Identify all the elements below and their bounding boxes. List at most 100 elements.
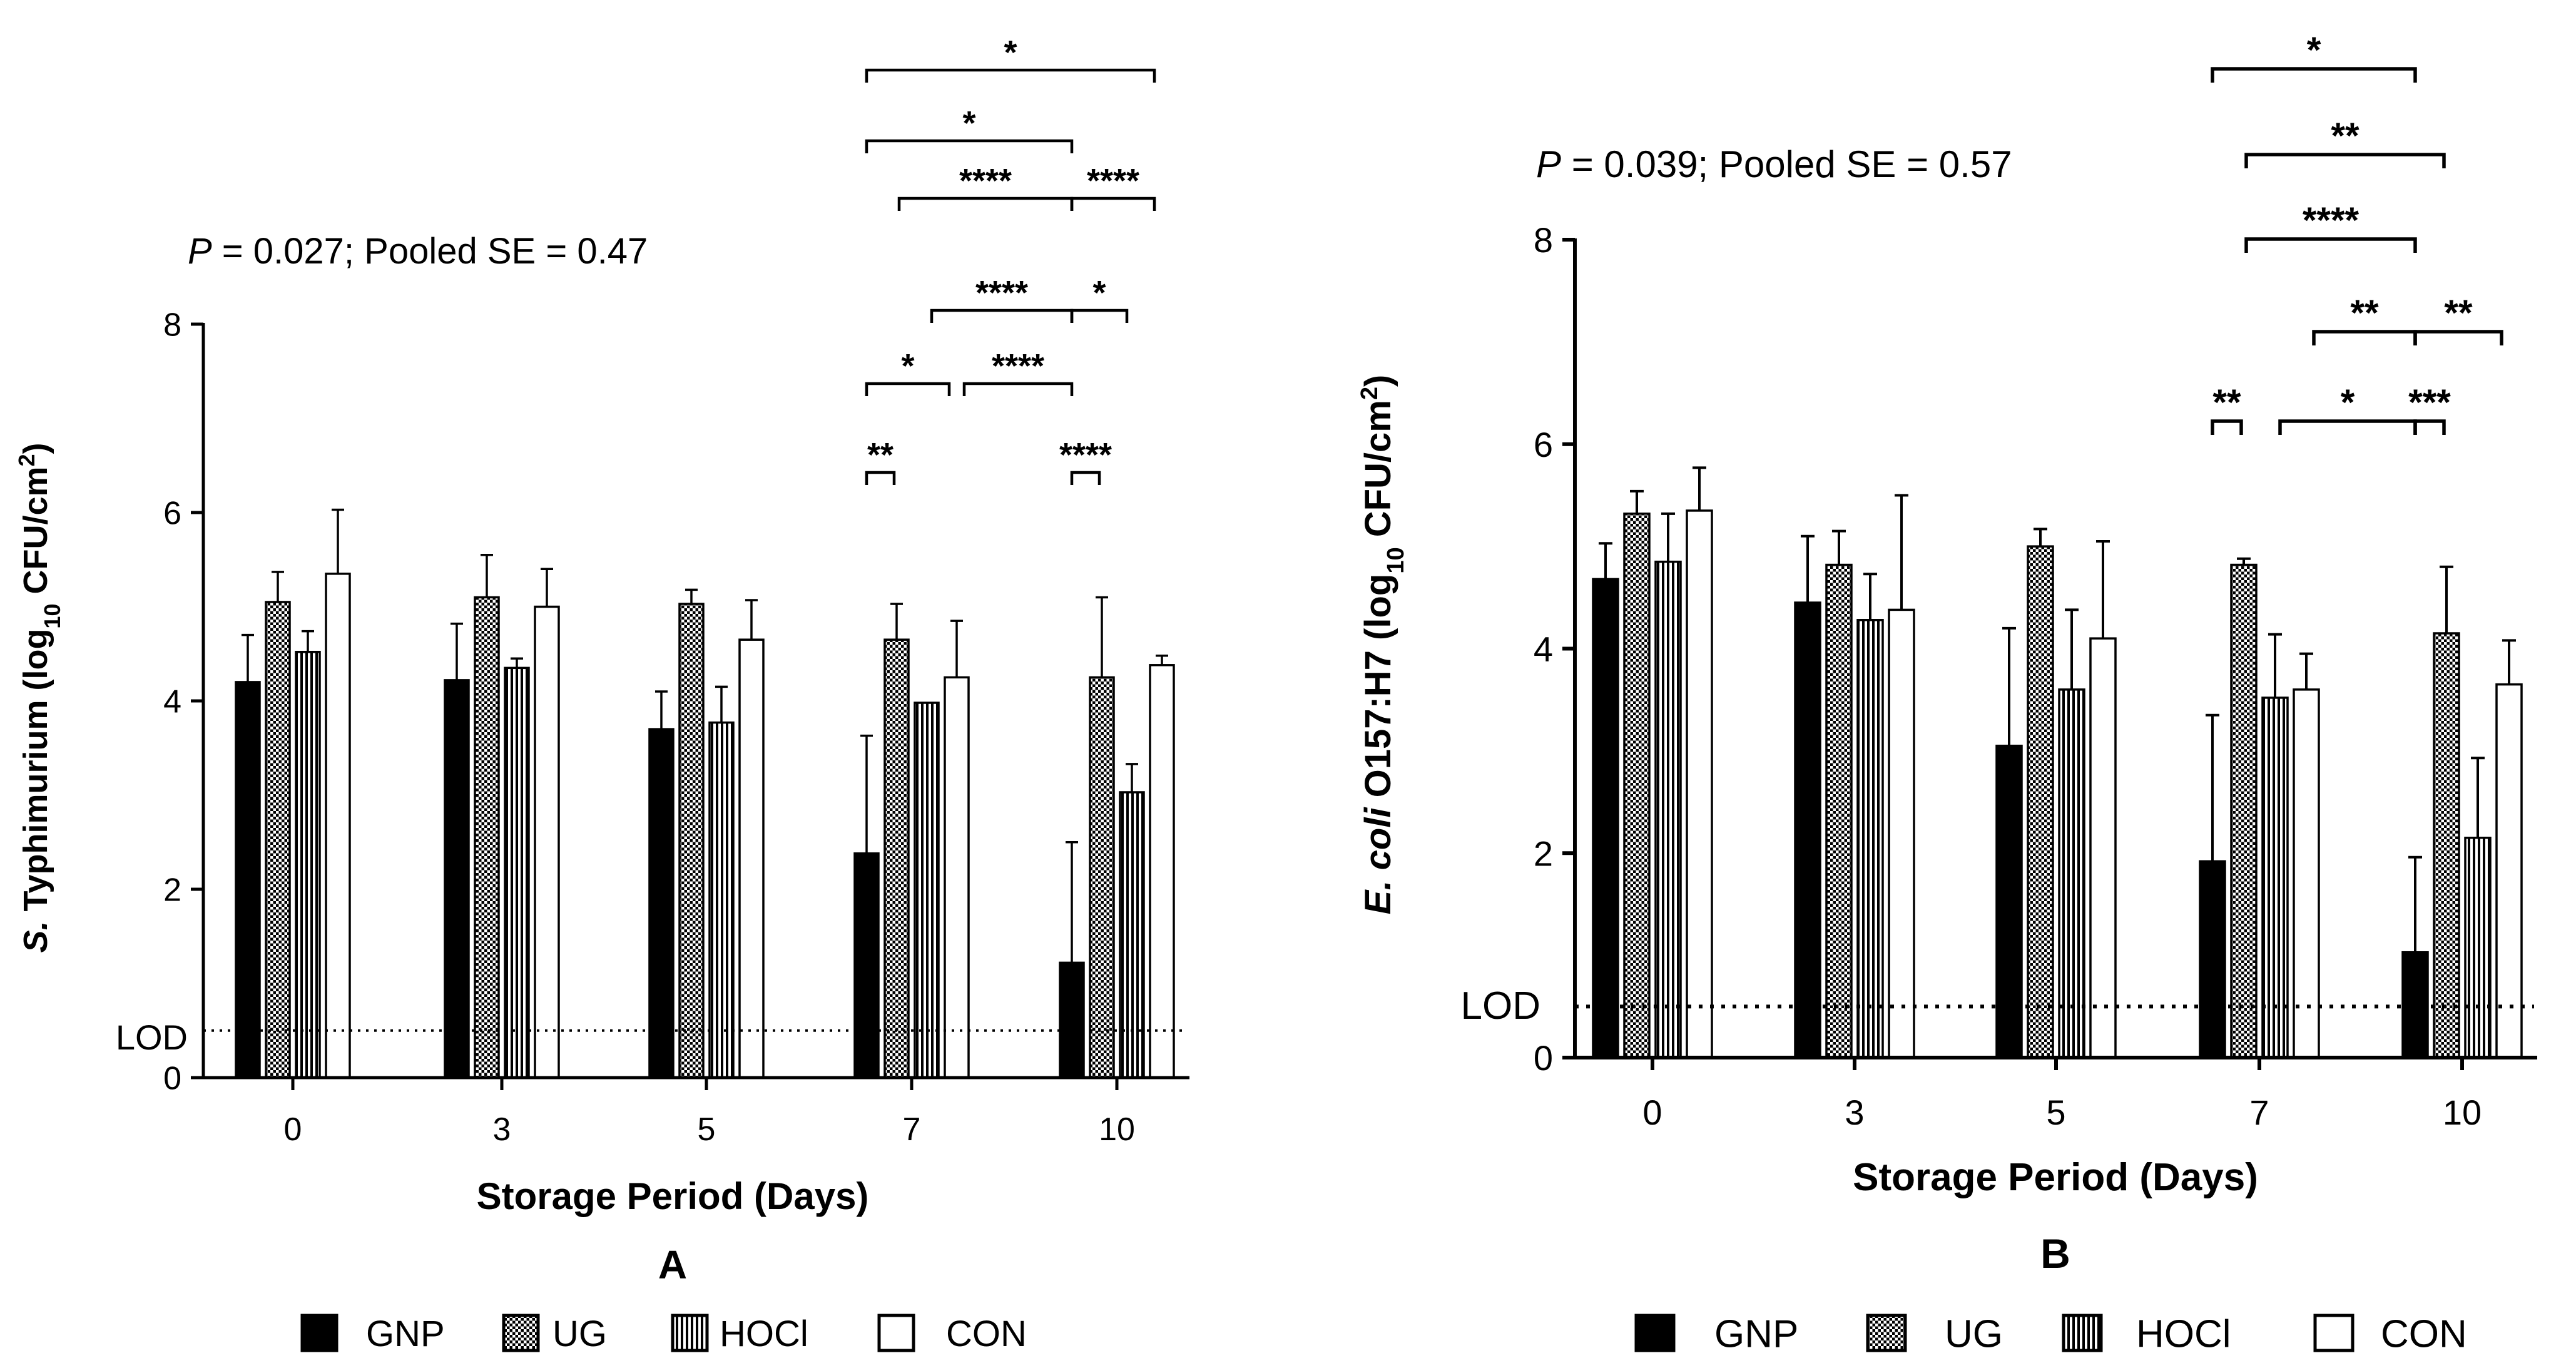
error-bars: [242, 508, 1168, 963]
bar-gnp-day-0: [1592, 578, 1619, 1059]
significance-label: *: [2341, 382, 2355, 423]
significance-bracket: [2244, 237, 2417, 253]
y-tick-label: 4: [163, 684, 181, 720]
bar-ug-day-10: [1089, 676, 1115, 1079]
significance-bracket: [1070, 309, 1129, 323]
significance-label: ****: [2303, 200, 2360, 241]
bar-ug-day-0: [1623, 513, 1651, 1059]
significance-label: **: [2444, 293, 2473, 334]
lod-label: LOD: [116, 1018, 188, 1057]
y-tick-label: 0: [163, 1061, 181, 1097]
legend: GNP UG HOCl CON: [1634, 1312, 2467, 1355]
bar-gnp-day-3: [1794, 601, 1821, 1059]
bar-con-day-7: [944, 676, 970, 1079]
bar-ug-day-3: [474, 596, 500, 1079]
bar-ug-day-5: [2027, 545, 2054, 1059]
y-tick-label: 6: [1534, 425, 1553, 464]
bar-hocl-day-0: [1654, 560, 1682, 1059]
x-tick-label: 7: [2249, 1093, 2269, 1132]
significance-bracket: [930, 309, 1074, 323]
legend-swatch-con: [877, 1314, 915, 1352]
panel-label: B: [2040, 1230, 2070, 1277]
legend-swatch-hocl: [671, 1314, 709, 1352]
x-tick-label: 3: [1845, 1093, 1864, 1132]
x-tick-label: 3: [493, 1111, 511, 1148]
legend-label-hocl: HOCl: [2136, 1312, 2231, 1355]
bars: [1592, 509, 2523, 1059]
bars: [235, 573, 1175, 1079]
significance-label: **: [867, 436, 893, 474]
bar-gnp-day-5: [1995, 744, 2023, 1059]
x-tick-label: 5: [2046, 1093, 2065, 1132]
significance-bracket: [2244, 153, 2446, 168]
bar-ug-day-5: [678, 603, 705, 1079]
bar-hocl-day-3: [1856, 619, 1884, 1059]
bar-con-day-3: [534, 605, 560, 1079]
significance-bracket: [865, 68, 1156, 83]
axes: 0 2 4 6 8 0 3 5 7 10: [163, 307, 1189, 1148]
bar-gnp-day-3: [444, 679, 470, 1079]
bar-ug-day-10: [2433, 632, 2460, 1059]
legend-label-con: CON: [946, 1314, 1027, 1354]
x-tick-label: 10: [2443, 1093, 2482, 1132]
bar-con-day-10: [1149, 664, 1175, 1079]
bar-con-day-3: [1888, 608, 1915, 1059]
legend-swatch-gnp: [300, 1314, 339, 1352]
panel-b: P = 0.039; Pooled SE = 0.57 E. coli O157…: [1357, 30, 2537, 1355]
significance-bracket: [2211, 67, 2417, 83]
y-tick-label: 6: [163, 496, 181, 532]
bar-ug-day-3: [1825, 563, 1853, 1059]
legend-swatch-ug: [1866, 1314, 1907, 1352]
y-tick-label: 0: [1534, 1038, 1553, 1078]
legend-swatch-gnp: [1634, 1314, 1676, 1352]
panel-a: P = 0.027; Pooled SE = 0.47 S. Typhimuri…: [14, 34, 1189, 1354]
y-axis-label: S. Typhimurium (log10 CFU/cm2): [14, 442, 65, 952]
significance-bracket: [1070, 471, 1101, 485]
bar-hocl-day-7: [2261, 697, 2289, 1059]
y-axis-label: E. coli O157:H7 (log10 CFU/cm2): [1357, 375, 1409, 915]
bar-gnp-day-7: [2199, 860, 2226, 1059]
significance-label: **: [2212, 382, 2241, 423]
y-tick-label: 8: [163, 307, 181, 344]
significance-brackets: ********* **** * ***: [2211, 30, 2503, 435]
legend-swatch-ug: [502, 1314, 540, 1352]
significance-label: **: [2331, 116, 2360, 156]
significance-bracket: [865, 139, 1074, 153]
significance-label: ****: [992, 347, 1044, 385]
bar-ug-day-0: [265, 601, 291, 1079]
significance-label: *: [1092, 274, 1106, 312]
error-bars: [1599, 466, 2516, 952]
legend-swatch-con: [2313, 1314, 2355, 1352]
lod-label: LOD: [1461, 984, 1540, 1028]
y-tick-label: 2: [1534, 834, 1553, 873]
bar-ug-day-7: [2230, 563, 2258, 1059]
significance-bracket: [1070, 197, 1156, 211]
bar-con-day-0: [325, 573, 351, 1079]
x-tick-label: 0: [284, 1111, 302, 1148]
bar-con-day-0: [1686, 509, 1713, 1059]
significance-bracket: [2312, 330, 2417, 345]
bar-con-day-7: [2293, 688, 2320, 1059]
y-tick-label: 4: [1534, 630, 1553, 669]
significance-bracket: [2413, 330, 2503, 345]
significance-label: *: [2307, 30, 2321, 71]
significance-label: ****: [959, 162, 1012, 200]
axes: 0 2 4 6 8 0 3 5 7 10: [1534, 220, 2537, 1132]
legend: GNP UG HOCl CON: [300, 1314, 1027, 1354]
bar-con-day-5: [2089, 637, 2117, 1059]
bar-hocl-day-7: [914, 702, 940, 1079]
significance-bracket: [865, 382, 951, 396]
legend-swatch-hocl: [2062, 1314, 2103, 1352]
significance-bracket: [2278, 419, 2417, 435]
significance-label: ***: [2408, 382, 2451, 423]
bar-gnp-day-7: [853, 852, 880, 1079]
bar-hocl-day-10: [2464, 836, 2492, 1059]
significance-bracket: [897, 197, 1074, 211]
bar-gnp-day-10: [2401, 951, 2429, 1059]
stats-annotation: P = 0.027; Pooled SE = 0.47: [188, 231, 648, 272]
significance-label: *: [1004, 34, 1017, 71]
significance-label: *: [901, 347, 914, 385]
x-axis-label: Storage Period (Days): [1853, 1156, 2258, 1199]
x-tick-label: 7: [903, 1111, 921, 1148]
bar-gnp-day-5: [648, 728, 675, 1079]
